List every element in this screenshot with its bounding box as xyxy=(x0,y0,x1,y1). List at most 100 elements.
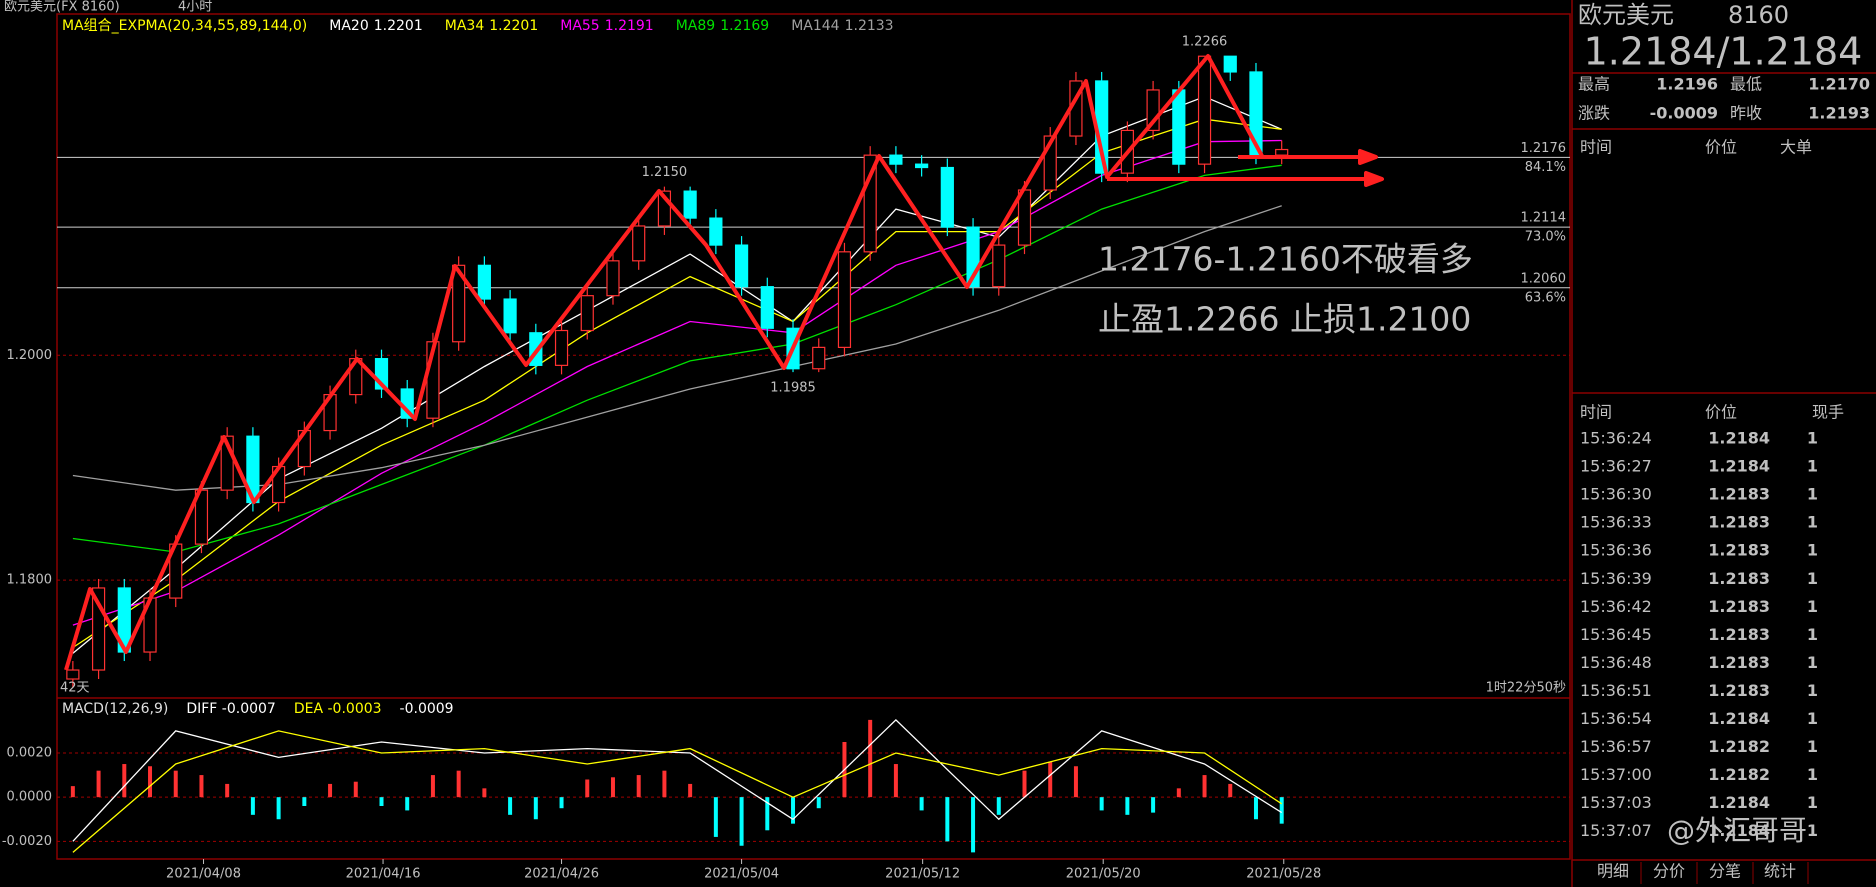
trade-time: 15:37:00 xyxy=(1580,765,1652,784)
tab[interactable]: 明细 xyxy=(1597,862,1629,881)
legend-text: MACD(12,26,9) xyxy=(62,701,168,717)
trade-price: 1.2182 xyxy=(1708,737,1770,756)
frame xyxy=(56,0,1876,887)
fib-percent: 63.6% xyxy=(1525,290,1566,305)
macd-y-tick-label: 0.0020 xyxy=(7,746,53,761)
ma-legend: MA组合_EXPMA(20,34,55,89,144,0) MA20 1.2201 M… xyxy=(62,18,894,34)
tab[interactable]: 统计 xyxy=(1764,862,1796,881)
candle-body xyxy=(734,244,749,288)
trade-volume: 1 xyxy=(1807,653,1818,672)
candle-body xyxy=(992,244,1006,288)
last-price: 1.2184/1.2184 xyxy=(1584,30,1863,74)
peak-label: 1.2150 xyxy=(642,165,688,180)
symbol-name: 欧元美元 xyxy=(1578,1,1674,29)
period-selector[interactable]: 4小时 xyxy=(178,0,212,15)
candle-body xyxy=(477,264,491,300)
trade-time: 15:36:30 xyxy=(1580,485,1652,504)
x-tick-label: 2021/04/08 xyxy=(166,867,241,882)
candle-body xyxy=(554,329,569,366)
trade-time: 15:36:51 xyxy=(1580,681,1652,700)
fib-price: 1.2060 xyxy=(1521,271,1567,286)
trade-price: 1.2184 xyxy=(1708,429,1770,448)
trade-price: 1.2183 xyxy=(1708,597,1770,616)
quote-label: 昨收 xyxy=(1730,104,1762,123)
trade-volume: 1 xyxy=(1807,457,1818,476)
trade-price: 1.2183 xyxy=(1708,541,1770,560)
column-header: 价位 xyxy=(1705,138,1737,157)
strategy-note: 1.2176-1.2160不破看多 xyxy=(1098,240,1473,279)
macd-line xyxy=(72,730,1283,853)
quote-label: 最高 xyxy=(1578,75,1610,94)
trade-time: 15:37:03 xyxy=(1580,793,1652,812)
trade-time: 15:36:42 xyxy=(1580,597,1652,616)
x-tick-label: 2021/04/26 xyxy=(524,867,599,882)
macd-legend: MACD(12,26,9) DIFF -0.0007 DEA -0.0003 -0.0… xyxy=(62,701,454,717)
candle-body xyxy=(709,217,723,246)
strategy-note: 止盈1.2266 止损1.2100 xyxy=(1098,300,1471,339)
quote-value: 1.2170 xyxy=(1808,75,1870,94)
candle-body xyxy=(1275,148,1289,156)
x-tick-label: 2021/05/28 xyxy=(1246,867,1321,882)
quote-value: 1.2196 xyxy=(1656,75,1718,94)
macd-line xyxy=(72,718,1283,842)
column-header: 价位 xyxy=(1705,403,1737,422)
tab[interactable]: 分价 xyxy=(1653,862,1685,881)
legend-text: DEA -0.0003 xyxy=(294,701,382,717)
macd-y-tick-label: -0.0020 xyxy=(2,834,52,849)
quote-value: 1.2193 xyxy=(1808,104,1870,123)
candle-body xyxy=(1197,55,1212,165)
candle-body xyxy=(837,251,852,348)
window-title: 欧元美元(FX 8160) xyxy=(4,0,120,15)
trade-volume: 1 xyxy=(1807,597,1818,616)
trade-price: 1.2184 xyxy=(1708,709,1770,728)
candle-body xyxy=(632,225,646,262)
trade-volume: 1 xyxy=(1807,569,1818,588)
fib-percent: 73.0% xyxy=(1525,230,1566,245)
macd-y-tick-label: 0.0000 xyxy=(7,790,53,805)
trade-volume: 1 xyxy=(1807,737,1818,756)
legend-text: 1.2201 xyxy=(489,18,538,34)
legend-text: 1.2169 xyxy=(720,18,769,34)
trade-volume: 1 xyxy=(1807,681,1818,700)
trade-volume: 1 xyxy=(1807,429,1818,448)
tab[interactable]: 分笔 xyxy=(1709,862,1741,881)
candles xyxy=(66,55,1289,689)
trade-volume: 1 xyxy=(1807,821,1818,840)
symbol-code: 8160 xyxy=(1728,1,1789,29)
trade-price: 1.2183 xyxy=(1708,625,1770,644)
fib-price: 1.2114 xyxy=(1521,211,1567,226)
peak-label: 1.1985 xyxy=(770,381,816,396)
trade-time: 15:36:36 xyxy=(1580,541,1652,560)
legend-text: 1.2201 xyxy=(374,18,423,34)
trade-time: 15:36:39 xyxy=(1580,569,1652,588)
trade-price: 1.2184 xyxy=(1708,457,1770,476)
column-header: 大单 xyxy=(1780,138,1812,157)
candle-body xyxy=(915,163,929,169)
x-tick-label: 2021/05/12 xyxy=(885,867,960,882)
trade-volume: 1 xyxy=(1807,485,1818,504)
trade-price: 1.2183 xyxy=(1708,513,1770,532)
legend-text: 1.2133 xyxy=(845,18,894,34)
legend-text: MA34 xyxy=(445,18,485,34)
peak-label: 1.2266 xyxy=(1182,35,1228,50)
legend-text: DIFF -0.0007 xyxy=(186,701,276,717)
candle-body xyxy=(683,190,697,219)
candle-body xyxy=(1223,55,1237,73)
candle-body xyxy=(760,286,774,329)
trade-volume: 1 xyxy=(1807,541,1818,560)
trade-time: 15:36:48 xyxy=(1580,653,1652,672)
trade-volume: 1 xyxy=(1807,513,1818,532)
x-tick-label: 2021/05/04 xyxy=(704,867,779,882)
quote-value: -0.0009 xyxy=(1650,104,1718,123)
ma-line xyxy=(72,164,1282,553)
x-tick-label: 2021/04/16 xyxy=(346,867,421,882)
legend-text: MA55 xyxy=(560,18,599,34)
trend-drawing xyxy=(64,54,1384,671)
trade-volume: 1 xyxy=(1807,765,1818,784)
y-tick-label: 1.2000 xyxy=(7,348,53,363)
trade-volume: 1 xyxy=(1807,793,1818,812)
legend-text: MA144 xyxy=(791,18,839,34)
trade-price: 1.2183 xyxy=(1708,569,1770,588)
